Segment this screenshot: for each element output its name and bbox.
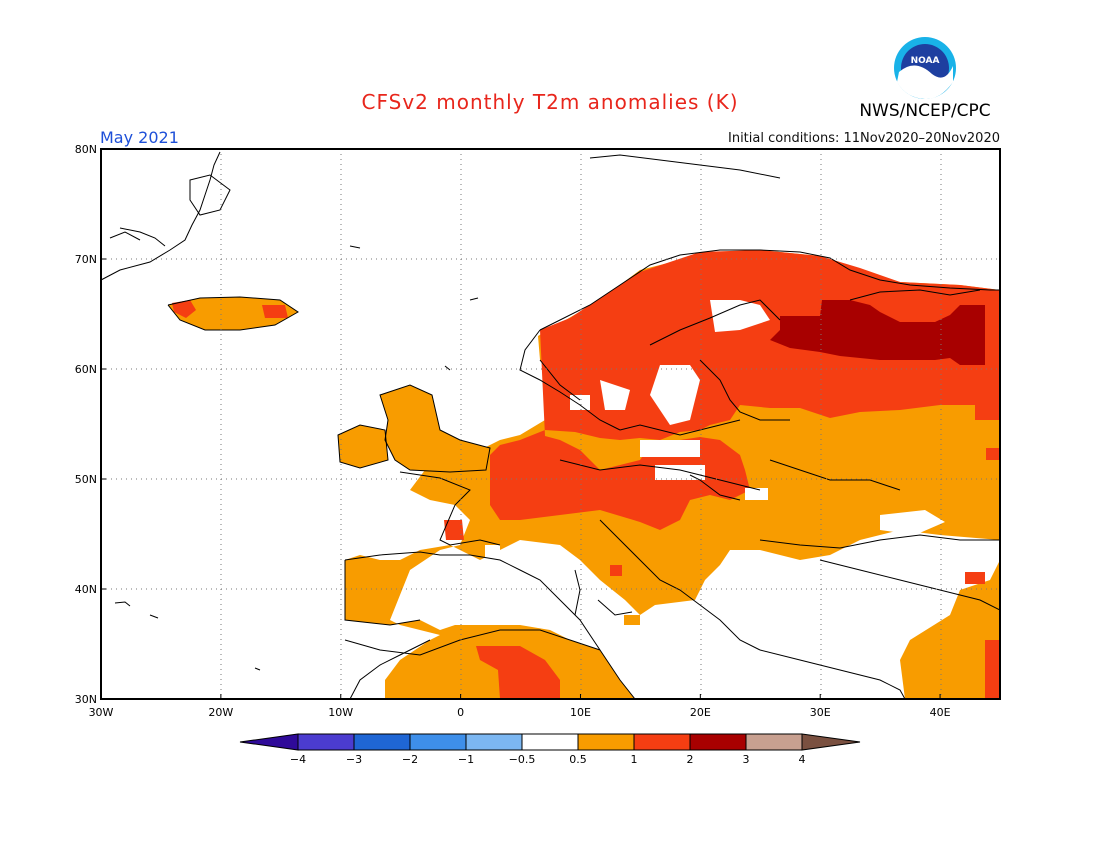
initial-conditions: Initial conditions: 11Nov2020–20Nov2020	[728, 131, 1000, 146]
lat-tick-label: 80N	[75, 143, 97, 156]
lat-tick-label: 40N	[75, 583, 97, 596]
colorbar-swatch	[577, 733, 635, 751]
lat-tick-label: 30N	[75, 693, 97, 706]
lon-tick-label: 30E	[810, 706, 831, 719]
axis-tick-marks	[100, 148, 941, 700]
colorbar-swatch	[521, 733, 579, 751]
colorbar-tick-label: −2	[402, 753, 418, 766]
organization-label: NWS/NCEP/CPC	[859, 101, 991, 121]
colorbar-swatch	[465, 733, 523, 751]
lon-tick-label: 10E	[570, 706, 591, 719]
lat-tick-label: 70N	[75, 253, 97, 266]
lon-tick-label: 20E	[690, 706, 711, 719]
colorbar-swatch	[297, 733, 355, 751]
colorbar-tick-label: 0.5	[569, 753, 587, 766]
colorbar-tick-label: −0.5	[509, 753, 536, 766]
anomaly-near-zero	[485, 300, 945, 560]
islands	[109, 154, 781, 671]
colorbar-tick-label: −3	[346, 753, 362, 766]
colorbar-tick-label: −1	[458, 753, 474, 766]
colorbar-swatch	[353, 733, 411, 751]
colorbar-tick-label: 3	[743, 753, 750, 766]
colorbar-swatch	[633, 733, 691, 751]
coastlines	[101, 151, 1000, 699]
graticule	[101, 149, 1000, 699]
colorbar-min-arrow	[239, 733, 299, 751]
lon-tick-label: 0	[457, 706, 464, 719]
axis-tick-labels: 30N 40N 50N 60N 70N 80N 30W 20W 10W 0 10E 20E 30E 40E	[75, 143, 951, 719]
colorbar-tick-label: 2	[687, 753, 694, 766]
lon-tick-label: 10W	[328, 706, 353, 719]
colorbar-swatch	[409, 733, 467, 751]
colorbar-swatch	[689, 733, 747, 751]
map-title: CFSv2 monthly T2m anomalies (K)	[361, 90, 739, 114]
anomaly-2-3K	[770, 300, 985, 365]
colorbar: −4 −3 −2 −1 −0.5 0.5 1 2 3 4	[239, 733, 861, 766]
colorbar-tick-label: 4	[799, 753, 806, 766]
colorbar-swatch	[745, 733, 803, 751]
anomaly-fields	[168, 250, 1000, 699]
lon-tick-label: 20W	[208, 706, 233, 719]
lon-tick-label: 40E	[930, 706, 951, 719]
map-frame	[100, 148, 1001, 700]
forecast-month: May 2021	[100, 128, 179, 147]
lat-tick-label: 50N	[75, 473, 97, 486]
colorbar-max-arrow	[801, 733, 861, 751]
colorbar-tick-label: 1	[631, 753, 638, 766]
lon-tick-label: 30W	[89, 706, 114, 719]
lat-tick-label: 60N	[75, 363, 97, 376]
colorbar-tick-label: −4	[290, 753, 306, 766]
